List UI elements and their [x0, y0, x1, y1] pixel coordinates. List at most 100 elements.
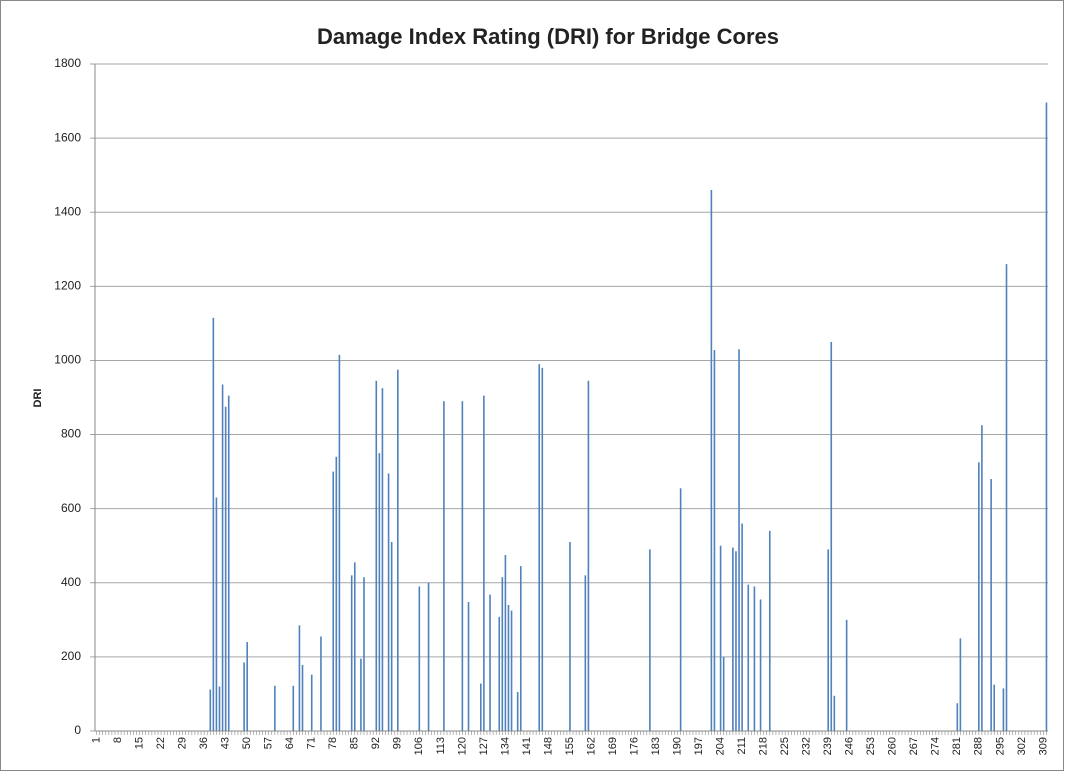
bar	[350, 575, 353, 731]
bar	[507, 605, 510, 731]
x-tick-label: 64	[284, 737, 296, 749]
bar	[719, 545, 722, 731]
x-tick-label: 50	[241, 737, 253, 749]
bar	[381, 388, 384, 731]
y-tick-label: 400	[61, 575, 81, 589]
bar	[830, 341, 833, 731]
bar	[363, 577, 365, 731]
x-tick-label: 211	[736, 737, 748, 755]
x-tick-label: 169	[607, 737, 619, 755]
bar	[747, 584, 750, 731]
bar	[753, 586, 756, 731]
bar	[732, 547, 734, 731]
x-tick-label: 43	[220, 737, 232, 749]
y-tick-label: 1400	[54, 204, 81, 218]
bar	[480, 683, 482, 731]
bar	[397, 369, 399, 731]
x-tick-label: 57	[263, 737, 275, 749]
bar	[519, 566, 522, 731]
y-tick-label: 1600	[54, 130, 81, 144]
bar	[489, 594, 491, 731]
y-tick-label: 1200	[54, 279, 81, 293]
bar	[768, 530, 771, 731]
x-tick-label: 288	[973, 737, 985, 755]
bar	[274, 685, 276, 731]
bar	[215, 497, 218, 731]
x-tick-label: 15	[133, 737, 145, 749]
bar	[418, 586, 421, 731]
bar	[538, 364, 541, 731]
bar	[504, 554, 507, 731]
bar	[224, 406, 227, 731]
bar	[959, 638, 962, 731]
y-axis-label: DRI	[32, 389, 44, 408]
bar	[827, 549, 829, 731]
bar	[510, 610, 513, 731]
x-tick-label: 239	[822, 737, 834, 755]
x-tick-label: 8	[112, 737, 124, 743]
y-tick-label: 1000	[54, 353, 81, 367]
bar	[378, 453, 381, 731]
x-tick-label: 253	[865, 737, 877, 755]
bar	[649, 549, 651, 731]
bar	[221, 384, 224, 731]
x-tick-label: 218	[758, 737, 770, 755]
bar	[461, 401, 464, 731]
bar	[209, 689, 212, 731]
x-tick-label: 267	[908, 737, 920, 755]
bar	[246, 642, 248, 731]
bar	[584, 575, 587, 731]
x-tick-label: 106	[413, 737, 425, 755]
bar	[227, 395, 230, 731]
x-tick-label: 281	[951, 737, 963, 755]
bar	[541, 367, 544, 731]
x-tick-label: 309	[1037, 737, 1049, 755]
x-tick-label: 22	[155, 737, 167, 749]
x-tick-label: 120	[456, 737, 468, 755]
bar	[759, 599, 762, 731]
bar	[956, 703, 959, 731]
x-tick-label: 260	[887, 737, 899, 755]
bar	[741, 523, 743, 731]
x-tick-label: 197	[693, 737, 705, 755]
x-tick-label: 78	[327, 737, 339, 749]
bar	[1002, 688, 1005, 731]
bar	[501, 577, 504, 731]
x-tick-label: 134	[499, 737, 511, 755]
x-tick-label: 155	[564, 737, 576, 755]
bar	[298, 625, 301, 731]
x-tick-label: 141	[521, 737, 533, 755]
bar	[1045, 102, 1048, 731]
bar	[710, 189, 713, 731]
x-tick-label: 71	[306, 737, 318, 749]
x-tick-label: 1	[90, 737, 102, 743]
x-tick-label: 148	[542, 737, 554, 755]
bar	[243, 662, 245, 731]
chart-title: Damage Index Rating (DRI) for Bridge Cor…	[317, 24, 779, 49]
x-tick-label: 295	[994, 737, 1006, 755]
bar	[569, 542, 571, 731]
bar	[335, 456, 338, 731]
bar	[443, 401, 445, 731]
bar	[360, 658, 362, 731]
bar	[301, 665, 304, 731]
x-tick-label: 274	[930, 737, 942, 755]
x-tick-label: 176	[628, 737, 640, 755]
bar	[212, 317, 215, 731]
y-tick-label: 600	[61, 501, 81, 515]
bar	[679, 488, 682, 731]
bar	[722, 656, 725, 731]
x-tick-label: 36	[198, 737, 210, 749]
bar	[587, 380, 590, 731]
x-tick-label: 127	[478, 737, 490, 755]
bar	[353, 562, 356, 731]
bar	[738, 349, 740, 731]
x-tick-label: 29	[177, 737, 189, 749]
x-tick-label: 190	[671, 737, 683, 755]
bar	[338, 354, 341, 731]
bar	[320, 636, 322, 731]
x-tick-label: 92	[370, 737, 382, 749]
y-tick-label: 200	[61, 649, 81, 663]
